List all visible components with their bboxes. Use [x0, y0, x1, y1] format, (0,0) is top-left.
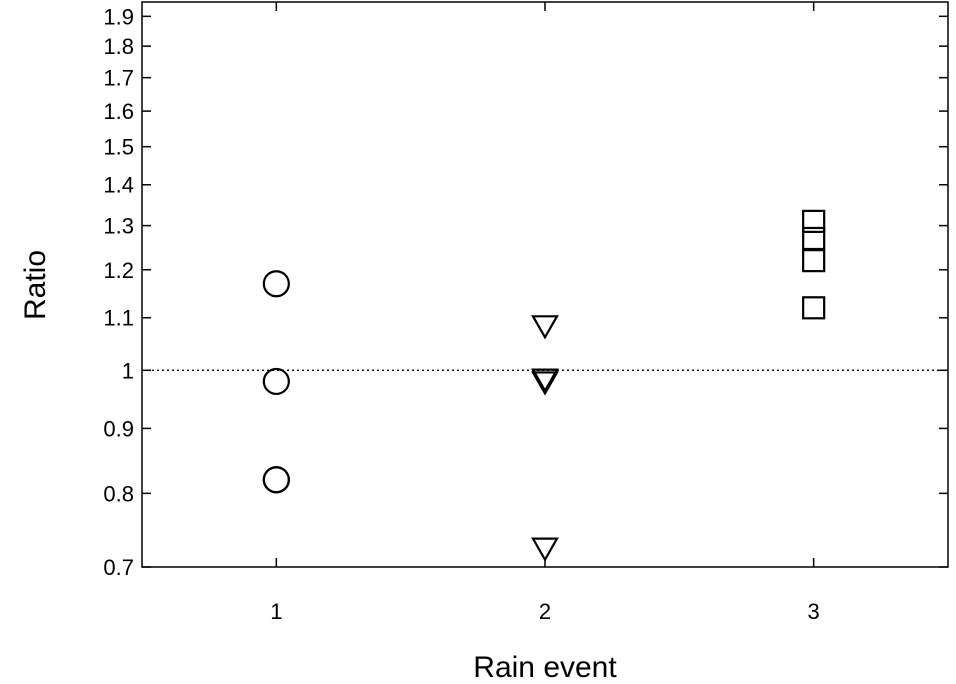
- y-tick-label: 0.9: [103, 416, 134, 441]
- x-tick-label: 1: [270, 599, 282, 624]
- y-tick-label: 1.9: [103, 4, 134, 29]
- x-tick-label: 2: [539, 599, 551, 624]
- data-point-triangle: [531, 371, 559, 396]
- y-tick-label: 1.6: [103, 99, 134, 124]
- y-axis-title: Ratio: [19, 250, 52, 320]
- y-tick-label: 1.8: [103, 34, 134, 59]
- x-tick-label: 3: [808, 599, 820, 624]
- y-tick-label: 1.1: [103, 306, 134, 331]
- y-tick-label: 0.8: [103, 481, 134, 506]
- y-tick-label: 0.7: [103, 555, 134, 580]
- data-point-circle: [262, 466, 290, 494]
- data-point-circle: [262, 367, 290, 396]
- y-tick-label: 1.7: [103, 66, 134, 91]
- data-point-square: [802, 209, 826, 233]
- y-tick-label: 1.2: [103, 258, 134, 283]
- x-axis-title: Rain event: [473, 651, 617, 684]
- y-tick-label: 1: [122, 358, 134, 383]
- data-point-square: [802, 296, 826, 320]
- y-tick-label: 1.3: [103, 214, 134, 239]
- y-tick-label: 1.5: [103, 135, 134, 160]
- data-point-triangle: [531, 537, 559, 562]
- plot-area: 0.7 0.8 0.9 1 1.1 1.2 1.3 1.4 1.5 1.6 1.7 1.8 1.9 1 2 3: [103, 1, 949, 624]
- data-point-circle: [262, 270, 290, 298]
- data-point-square: [802, 226, 826, 251]
- data-point-triangle: [531, 368, 559, 393]
- data-point-triangle: [531, 315, 559, 340]
- data-point-square: [802, 249, 826, 273]
- y-tick-label: 1.4: [103, 173, 134, 198]
